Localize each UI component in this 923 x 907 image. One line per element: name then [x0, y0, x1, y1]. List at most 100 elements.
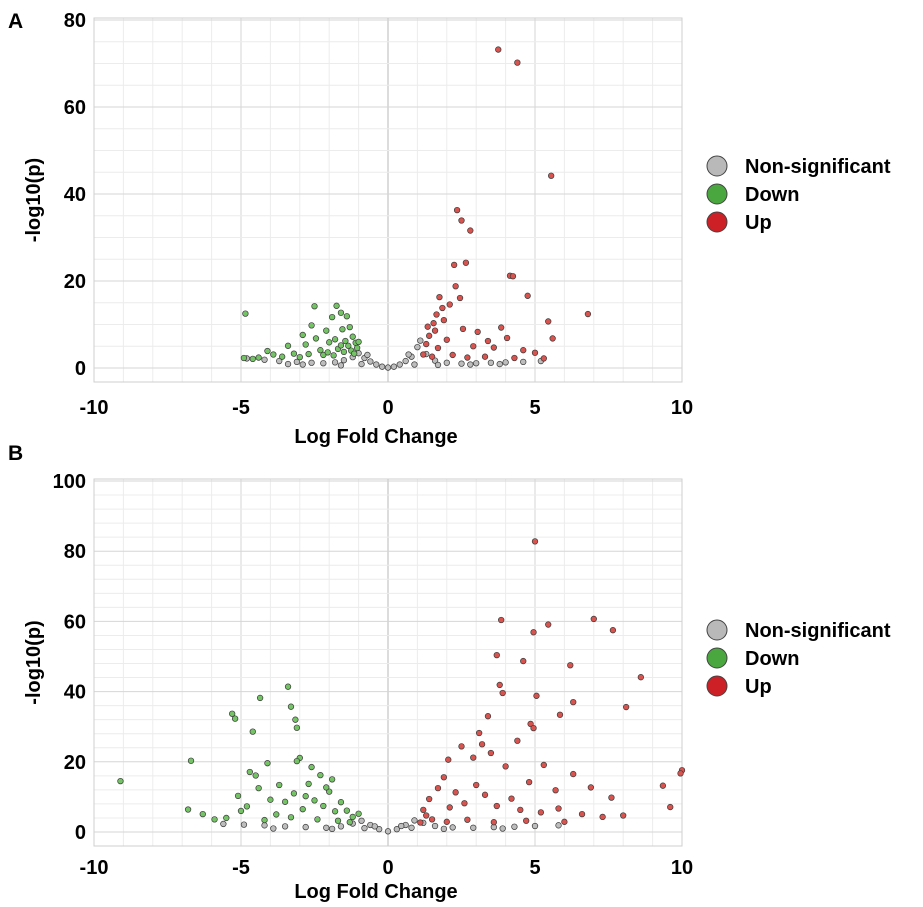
legend-label: Non-significant	[745, 156, 891, 178]
data-point	[345, 342, 352, 349]
series-up	[420, 46, 592, 362]
data-point	[484, 337, 492, 345]
data-point	[511, 823, 518, 830]
data-point	[346, 819, 353, 826]
legend-marker	[706, 647, 728, 669]
data-point	[443, 336, 450, 343]
data-point	[423, 340, 430, 348]
data-point	[281, 798, 289, 805]
data-point	[548, 172, 555, 179]
data-point	[659, 782, 667, 789]
x-tick-label: 10	[671, 397, 693, 419]
data-point	[456, 294, 464, 302]
data-point	[249, 728, 256, 735]
y-tick-label: 60	[64, 611, 86, 633]
data-point	[520, 347, 527, 354]
data-point	[408, 824, 415, 831]
data-point	[527, 720, 534, 728]
data-point	[184, 806, 192, 813]
data-point	[355, 338, 362, 346]
data-point	[240, 821, 248, 828]
data-point	[273, 811, 280, 818]
data-point	[187, 757, 195, 764]
data-point	[637, 674, 644, 681]
y-tick-label: 100	[53, 471, 86, 493]
data-point	[464, 354, 471, 361]
data-point	[552, 787, 559, 794]
data-point	[393, 826, 400, 833]
data-point	[490, 344, 497, 351]
data-point	[496, 681, 503, 689]
data-point	[487, 359, 495, 366]
data-point	[334, 817, 342, 824]
data-point	[384, 364, 392, 371]
x-axis-label: Log Fold Change	[294, 426, 457, 448]
data-point	[317, 347, 324, 354]
legend-marker	[706, 155, 728, 177]
data-point	[434, 361, 442, 369]
data-point	[364, 351, 371, 359]
legend-label: Down	[745, 184, 799, 206]
data-point	[320, 802, 327, 810]
data-point	[302, 793, 309, 800]
data-point	[464, 816, 471, 823]
data-point	[440, 774, 448, 781]
data-point	[323, 784, 330, 791]
data-point	[555, 805, 562, 812]
data-point	[249, 355, 256, 363]
data-point	[423, 812, 430, 819]
data-point	[299, 806, 306, 813]
data-point	[267, 796, 274, 803]
data-point	[440, 317, 448, 324]
data-point	[434, 784, 442, 792]
volcano-plot-a: -10 -5 0 5 10 0 20 40 60 80 Log Fold Change -log10(…	[23, 10, 891, 448]
data-point	[517, 806, 524, 814]
data-point	[276, 357, 283, 365]
data-point	[540, 761, 547, 769]
data-point	[117, 777, 124, 785]
data-point	[331, 808, 339, 815]
data-point	[499, 825, 506, 832]
data-point	[287, 703, 295, 710]
data-point	[473, 360, 480, 367]
data-point	[326, 339, 333, 346]
data-point	[323, 327, 330, 334]
panel-letter-b: B	[8, 442, 23, 465]
data-point	[556, 711, 564, 718]
y-tick-label: 0	[75, 358, 86, 380]
data-point	[431, 327, 439, 334]
data-point	[317, 771, 324, 779]
data-point	[428, 816, 436, 823]
data-point	[242, 310, 249, 317]
data-point	[287, 814, 295, 821]
data-point	[264, 347, 271, 355]
data-point	[343, 313, 350, 320]
series-down	[240, 302, 362, 363]
series-up	[417, 538, 686, 826]
data-point	[531, 349, 539, 356]
data-point	[390, 363, 398, 370]
data-point	[484, 713, 492, 720]
data-point	[270, 351, 277, 358]
data-point	[490, 819, 497, 826]
data-point	[308, 322, 315, 329]
legend-marker	[706, 675, 728, 697]
data-point	[346, 323, 353, 331]
data-point	[231, 715, 239, 722]
data-point	[458, 217, 465, 224]
data-point	[474, 328, 481, 336]
data-point	[326, 788, 333, 795]
data-point	[523, 817, 530, 824]
data-point	[530, 629, 537, 636]
panel-a: A -10 -5 0 5 10 0 20 40 60 80 Log Fold Change -log1…	[8, 10, 891, 448]
data-point	[358, 817, 365, 824]
data-point	[340, 348, 348, 356]
legend-marker	[706, 211, 728, 233]
data-point	[199, 810, 206, 818]
y-tick-label: 20	[64, 271, 86, 293]
panel-letter-a: A	[8, 10, 23, 33]
data-point	[305, 350, 312, 358]
data-point	[467, 227, 474, 234]
data-point	[342, 337, 349, 345]
data-point	[599, 813, 606, 821]
